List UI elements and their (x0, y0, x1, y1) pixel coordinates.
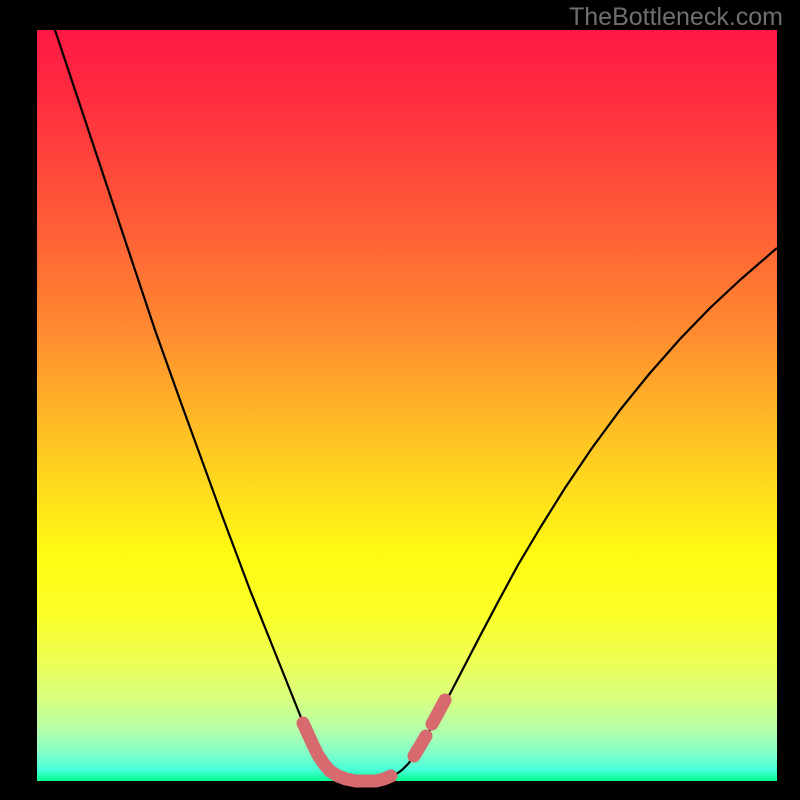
marker-band-segment (432, 700, 445, 724)
bottleneck-curve (37, 0, 777, 781)
chart-plot-area (37, 30, 777, 781)
watermark-text: TheBottleneck.com (569, 3, 783, 32)
marker-band-segment (303, 723, 391, 781)
marker-band-segment (414, 736, 426, 756)
marker-band-group (303, 700, 445, 781)
chart-svg-overlay (37, 30, 777, 781)
